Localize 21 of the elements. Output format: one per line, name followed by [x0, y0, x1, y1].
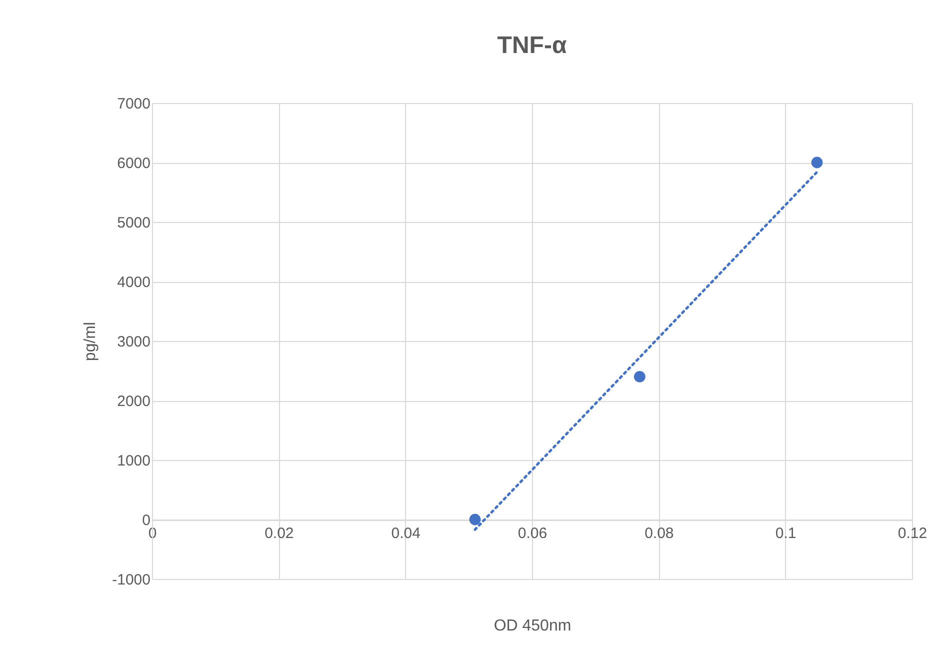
- y-tick-label: 0: [142, 512, 150, 529]
- chart-title: TNF-α: [497, 32, 567, 59]
- y-tick-label: 7000: [117, 96, 150, 112]
- x-tick-label: 0.08: [644, 525, 674, 542]
- point: [469, 514, 481, 526]
- x-tick-label: 0.02: [264, 525, 294, 542]
- y-tick-label: 4000: [117, 274, 150, 291]
- y-tick-label: 1000: [117, 452, 150, 470]
- point: [634, 371, 646, 382]
- y-tick-label: -1000: [112, 572, 150, 588]
- x-tick-label: 0.12: [898, 525, 928, 542]
- y-axis-title: pg/ml: [82, 322, 100, 362]
- x-axis-title: OD 450nm: [494, 618, 572, 634]
- y-tick-label: 2000: [117, 393, 150, 410]
- y-tick-label: 3000: [117, 334, 150, 350]
- y-tick-label: 6000: [117, 155, 150, 172]
- x-tick-label: 0.06: [518, 525, 548, 542]
- x-tick-label: 0.1: [775, 525, 796, 542]
- y-tick-label: 5000: [117, 214, 150, 232]
- point: [811, 156, 823, 168]
- x-tick-label: 0.04: [391, 525, 420, 542]
